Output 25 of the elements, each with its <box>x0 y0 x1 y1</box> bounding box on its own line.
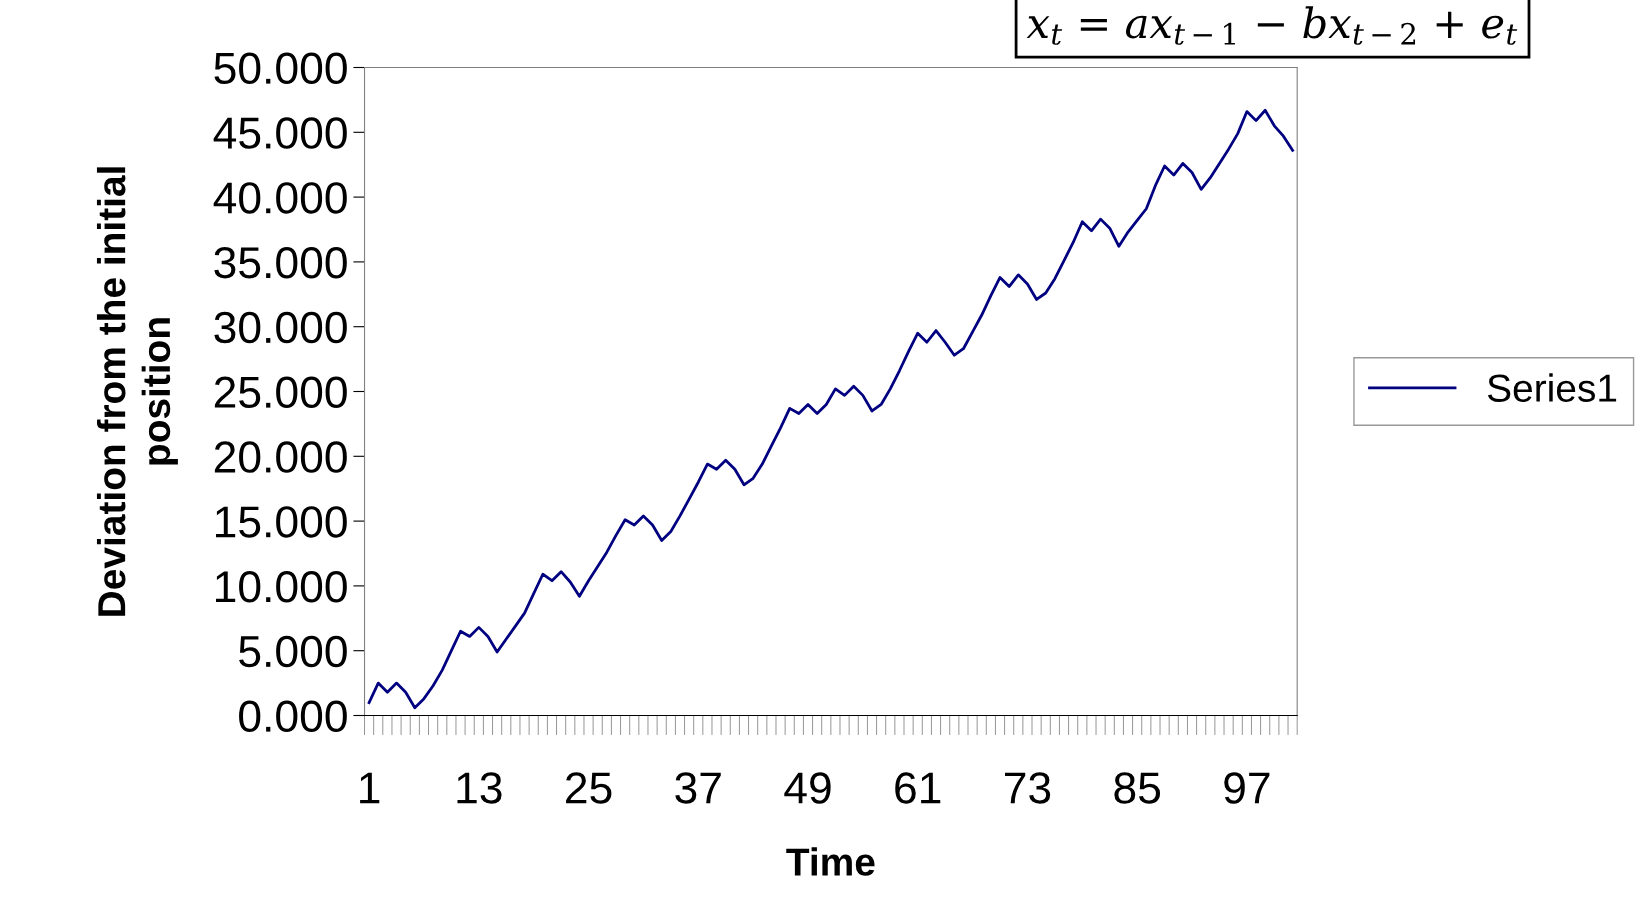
x-axis-title: Time <box>786 847 875 876</box>
legend-label: Series1 <box>1487 373 1617 402</box>
x-tick-label: 97 <box>1224 772 1270 804</box>
y-tick-label: 30.000 <box>214 311 347 344</box>
text: x$_{t}$ = ax$_{t−1}$ − bx$_{t−2}$ + e$_{t}$ <box>1026 6 1518 45</box>
y-tick-label: 45.000 <box>213 117 347 149</box>
y-tick-label: 40.000 <box>213 182 347 214</box>
y-tick-label: 50.000 <box>214 52 347 85</box>
y-tick-label: 10.000 <box>216 570 347 603</box>
y-tick-label: 20.000 <box>214 441 347 473</box>
x-tick-label: 13 <box>457 772 502 804</box>
x-tick-label: 73 <box>1005 772 1051 804</box>
x-tick-label: 37 <box>675 772 721 804</box>
x-tick-label: 1 <box>360 772 380 804</box>
y-tick-label: 15.000 <box>216 506 347 538</box>
y-tick-label: 25.000 <box>214 376 347 409</box>
y-tick-label: 5.000 <box>239 635 347 668</box>
y-tick-label: 0.000 <box>239 700 347 733</box>
x-tick-label: 25 <box>566 772 612 804</box>
y-tick-label: 35.000 <box>214 246 347 279</box>
line-series <box>367 108 1294 710</box>
x-tick-label: 85 <box>1114 772 1161 804</box>
y-axis-title: Deviation from the initial position <box>96 167 178 616</box>
x-tick-label: 49 <box>784 772 831 804</box>
x-tick-label: 61 <box>895 772 941 804</box>
